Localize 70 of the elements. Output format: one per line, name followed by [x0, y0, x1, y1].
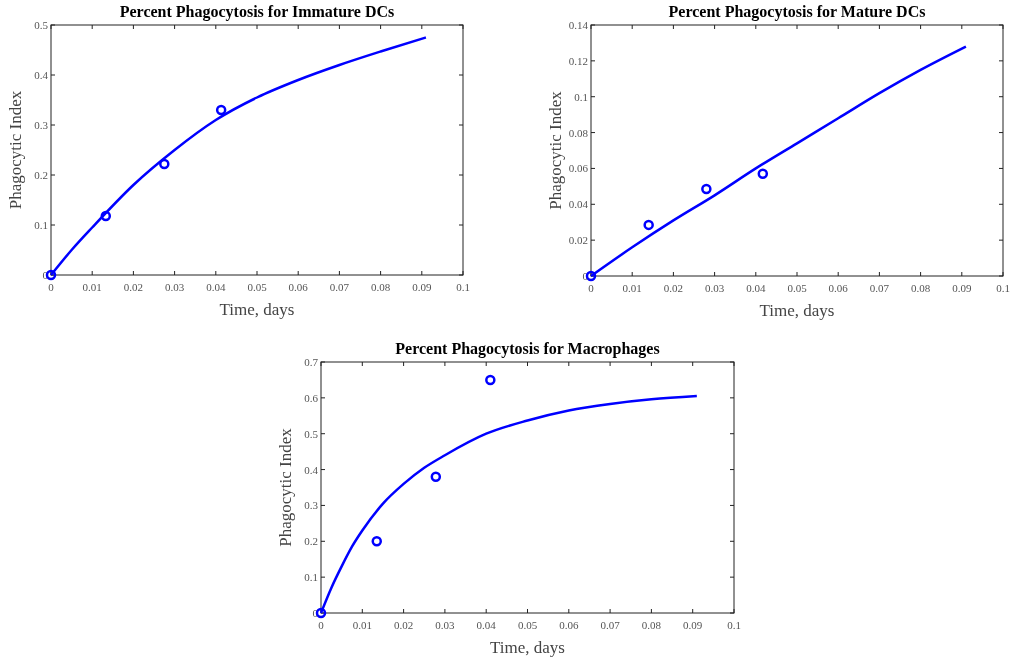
- y-tick-label: 0.5: [34, 19, 49, 31]
- x-tick-label: 0.07: [600, 619, 621, 631]
- y-tick-label: 0.08: [568, 126, 589, 139]
- x-tick-label: 0.09: [683, 619, 703, 631]
- y-tick-label: 0.2: [34, 169, 48, 181]
- y-axis-title: Phagocytic Index: [6, 90, 25, 210]
- point: [100, 210, 112, 222]
- x-tick-label: 0.02: [123, 281, 144, 293]
- y-axis-title: Phagocytic Index: [276, 427, 295, 547]
- y-tick-label: 0.06: [568, 162, 589, 175]
- x-tick-label: 0.07: [869, 282, 890, 294]
- y-tick-label: 0.6: [304, 391, 319, 404]
- y-axis-title: Phagocytic Index: [546, 90, 565, 210]
- x-tick-label: 0.07: [329, 281, 350, 293]
- chart-title: Percent Phagocytosis for Mature DCs: [668, 3, 926, 21]
- x-tick-label: 0.08: [641, 619, 662, 631]
- point: [585, 270, 597, 282]
- x-tick-label: 0.1: [727, 619, 741, 631]
- x-tick-label: 0.06: [288, 281, 309, 293]
- y-tick-label: 0.1: [304, 571, 318, 584]
- point: [215, 104, 227, 116]
- point: [45, 269, 57, 281]
- y-tick-label: 0.14: [568, 19, 589, 31]
- y-tick-label: 0.02: [568, 234, 588, 247]
- x-tick-label: 0.08: [910, 282, 931, 294]
- x-axis-title: Time, days: [490, 638, 565, 657]
- y-tick-label: 0.12: [568, 54, 588, 67]
- y-tick-label: 0.3: [34, 119, 49, 131]
- y-tick-label: 0.2: [304, 535, 318, 548]
- point: [159, 158, 170, 170]
- x-tick-label: 0.04: [476, 619, 497, 631]
- y-tick-label: 0.5: [304, 427, 319, 440]
- point: [485, 374, 496, 386]
- y-tick-label: 0.1: [34, 219, 48, 231]
- x-tick-label: 0.03: [704, 282, 725, 294]
- point: [643, 219, 654, 231]
- x-tick-label: 0.02: [393, 619, 414, 631]
- x-tick-label: 0.03: [164, 281, 185, 293]
- x-tick-label: 0.1: [456, 281, 470, 293]
- x-tick-label: 0.03: [435, 619, 456, 631]
- x-tick-label: 0.05: [517, 619, 538, 631]
- x-tick-label: 0.06: [828, 282, 849, 294]
- x-tick-label: 0.05: [787, 282, 808, 294]
- point: [315, 607, 327, 619]
- x-tick-label: 0.04: [746, 282, 766, 294]
- y-tick-label: 0.04: [568, 198, 589, 211]
- x-tick-label: 0.09: [952, 282, 972, 294]
- x-tick-label: 0.06: [559, 619, 579, 631]
- x-tick-label: 0.01: [352, 619, 372, 631]
- x-axis-title: Time, days: [219, 300, 295, 319]
- y-tick-label: 0.7: [304, 356, 319, 368]
- x-tick-label: 0.02: [663, 282, 684, 294]
- point: [430, 471, 442, 482]
- x-tick-label: 0.01: [622, 282, 642, 294]
- point: [757, 168, 769, 180]
- y-tick-label: 0.4: [304, 463, 319, 476]
- x-tick-label: 0.08: [370, 281, 391, 293]
- point: [701, 183, 712, 195]
- y-tick-label: 0.1: [574, 90, 588, 103]
- x-tick-label: 0.04: [206, 281, 226, 293]
- x-axis-title: Time, days: [759, 301, 835, 320]
- chart-title: Percent Phagocytosis for Immature DCs: [119, 3, 395, 21]
- point: [371, 536, 383, 547]
- x-tick-label: 0.09: [412, 281, 432, 293]
- x-tick-label: 0.05: [247, 281, 268, 293]
- chart-title: Percent Phagocytosis for Macrophages: [395, 340, 660, 358]
- x-tick-label: 0.01: [82, 281, 102, 293]
- x-tick-label: 0.1: [996, 282, 1010, 294]
- y-tick-label: 0.4: [34, 69, 49, 81]
- y-tick-label: 0.3: [304, 499, 319, 512]
